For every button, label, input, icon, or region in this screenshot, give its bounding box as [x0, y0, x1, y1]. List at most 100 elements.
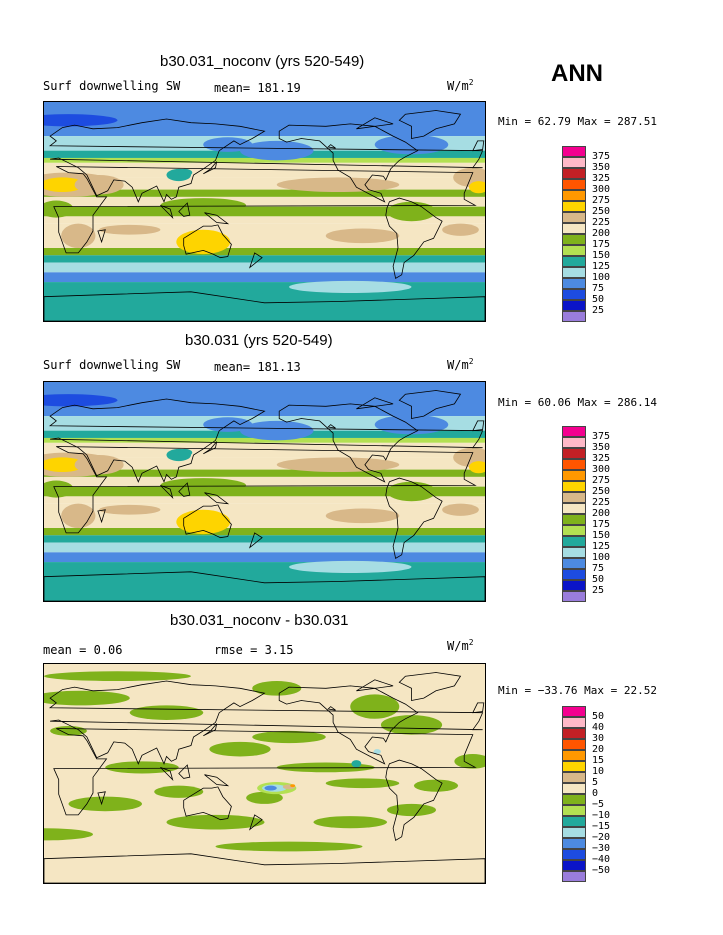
colorbar-label: 100 — [592, 552, 611, 563]
sw-region — [74, 175, 124, 195]
colorbar-label: 175 — [592, 519, 611, 530]
sw-region — [44, 394, 118, 407]
colorbar-swatch — [562, 481, 586, 492]
island-outline — [327, 144, 336, 149]
colorbar-swatch — [562, 871, 586, 882]
colorbar-label: 350 — [592, 442, 611, 453]
colorbar-label: 300 — [592, 464, 611, 475]
sw-region — [68, 284, 265, 300]
island-outline — [160, 205, 174, 219]
coastline — [53, 728, 477, 816]
colorbar-label: −30 — [592, 843, 611, 854]
colorbar-swatch — [562, 503, 586, 514]
diff-region — [215, 841, 363, 852]
colorbar-label: 350 — [592, 162, 611, 173]
colorbar-label: 50 — [592, 711, 605, 722]
colorbar-swatch — [562, 212, 586, 223]
panel3-colorbar: 50 40 30 20 15 10 5 0 −5 −10 −15 −20 −30 −40 −50 — [562, 706, 622, 882]
coastline — [48, 680, 484, 765]
island-outline — [204, 492, 230, 505]
colorbar-label: −5 — [592, 799, 605, 810]
diff-region — [252, 681, 302, 696]
colorbar-swatch — [562, 794, 586, 805]
colorbar-swatch — [562, 157, 586, 168]
panel2-title: b30.031 (yrs 520-549) — [185, 332, 333, 349]
panel2-colorbar: 375 350 325 300 275 250 225 200 175 150 125 100 75 50… — [562, 426, 622, 602]
panel1-mean-label: mean= 181.19 — [214, 81, 301, 95]
colorbar-swatch — [562, 860, 586, 871]
coastline — [398, 110, 462, 139]
coastline — [385, 197, 443, 280]
diff-region — [276, 762, 375, 773]
sw-band — [44, 486, 485, 497]
diff-region — [44, 671, 191, 682]
colorbar-label: 0 — [592, 788, 599, 799]
island-outline — [472, 140, 485, 152]
colorbar-swatch — [562, 426, 586, 437]
diff-region — [350, 694, 400, 719]
sw-region — [160, 198, 247, 213]
sw-band — [44, 255, 485, 263]
colorbar-swatch — [562, 470, 586, 481]
colorbar-label: 200 — [592, 508, 611, 519]
island-outline — [178, 482, 191, 497]
colorbar-swatch — [562, 179, 586, 190]
sw-region — [68, 564, 265, 580]
colorbar-swatch — [562, 536, 586, 547]
sw-region — [177, 448, 193, 457]
sw-region — [99, 224, 161, 235]
colorbar-swatch — [562, 750, 586, 761]
sw-band — [44, 476, 485, 487]
colorbar-swatch — [562, 278, 586, 289]
diff-region — [166, 814, 265, 830]
colorbar-label: −15 — [592, 821, 611, 832]
colorbar-label: 150 — [592, 250, 611, 261]
panel3-units: W/m2 — [447, 638, 474, 653]
colorbar-swatch — [562, 289, 586, 300]
panel1-title: b30.031_noconv (yrs 520-549) — [160, 53, 365, 70]
colorbar-swatch — [562, 514, 586, 525]
colorbar-swatch — [562, 569, 586, 580]
panel1-minmax: Min = 62.79 Max = 287.51 — [498, 115, 657, 128]
island-outline — [356, 679, 394, 692]
colorbar-swatch — [562, 300, 586, 311]
colorbar-swatch — [562, 706, 586, 717]
colorbar-swatch — [562, 168, 586, 179]
panel3-minmax: Min = −33.76 Max = 22.52 — [498, 684, 657, 697]
sw-region — [176, 229, 231, 255]
island-outline — [203, 161, 218, 175]
colorbar-swatch — [562, 547, 586, 558]
coastline — [44, 853, 485, 883]
coastlines — [44, 672, 485, 883]
sw-band — [44, 542, 485, 553]
colorbar-swatch — [562, 146, 586, 157]
sw-band — [44, 189, 485, 197]
colorbar-label: 325 — [592, 453, 611, 464]
colorbar-swatch — [562, 838, 586, 849]
colorbar-label: 50 — [592, 574, 605, 585]
sw-region — [387, 481, 436, 502]
sw-band — [44, 496, 485, 504]
sw-band — [44, 469, 485, 477]
sw-region — [44, 114, 118, 127]
island-outline — [97, 791, 106, 806]
panel1-map-svg — [44, 102, 485, 321]
colorbar-label: 275 — [592, 475, 611, 486]
colorbar-swatch — [562, 437, 586, 448]
colorbar-label: −50 — [592, 865, 611, 876]
island-outline — [178, 202, 191, 217]
sw-region — [469, 181, 485, 194]
panel1-colorbar: 375 350 325 300 275 250 225 200 175 150 125 100 75 50… — [562, 146, 622, 322]
diff-region — [252, 730, 326, 744]
panel3-map-svg — [44, 664, 485, 883]
panel3-title: b30.031_noconv - b30.031 — [170, 612, 349, 629]
island-outline — [160, 767, 174, 781]
sw-region — [289, 280, 412, 294]
coastline — [53, 446, 477, 534]
colorbar-label: 225 — [592, 497, 611, 508]
coastline — [183, 786, 232, 821]
sw-band — [44, 262, 485, 273]
colorbar-label: 250 — [592, 486, 611, 497]
colorbar-label: 40 — [592, 722, 605, 733]
sw-region — [44, 480, 74, 498]
